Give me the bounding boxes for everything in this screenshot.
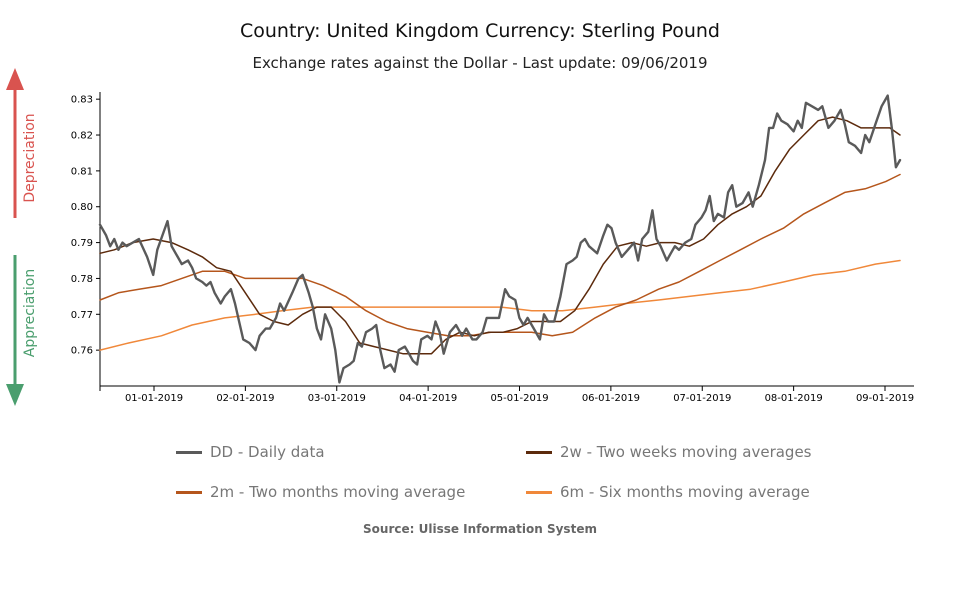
- x-tick-label: 07-01-2019: [673, 393, 731, 404]
- chart-title: Country: United Kingdom Currency: Sterli…: [239, 20, 720, 42]
- y-tick-label: 0.82: [71, 131, 93, 142]
- y-tick-label: 0.80: [71, 202, 93, 213]
- depreciation-arrow-head: [6, 68, 24, 90]
- legend-label-2m: 2m - Two months moving average: [210, 483, 466, 501]
- series-line-6m: [99, 259, 901, 351]
- legend-swatch-daily: [176, 450, 202, 454]
- chart-subtitle: Exchange rates against the Dollar - Last…: [252, 54, 708, 72]
- chart-axes: 0.76 0.77 0.78 0.79 0.80 0.81 0.82 0.83 01-01-20…: [71, 92, 914, 404]
- source-note: Source: Ulisse Information System: [363, 522, 597, 536]
- legend-label-2w: 2w - Two weeks moving averages: [560, 443, 812, 461]
- y-tick-label: 0.79: [71, 238, 93, 249]
- y-tick-label: 0.83: [71, 95, 93, 106]
- depreciation-label: Depreciation: [22, 113, 38, 203]
- series-line-daily: [98, 94, 902, 384]
- series-line-2w: [99, 116, 901, 355]
- y-tick-label: 0.77: [71, 310, 93, 321]
- y-tick-label: 0.78: [71, 274, 93, 285]
- x-tick-label: 08-01-2019: [765, 393, 823, 404]
- y-tick-label: 0.76: [71, 346, 93, 357]
- x-tick-label: 05-01-2019: [490, 393, 548, 404]
- legend-label-6m: 6m - Six months moving average: [560, 483, 810, 501]
- legend-item-2w: 2w - Two weeks moving averages: [526, 443, 812, 461]
- side-arrows: [6, 68, 24, 406]
- x-tick-label: 02-01-2019: [216, 393, 274, 404]
- x-tick-label: 01-01-2019: [125, 393, 183, 404]
- chart-lines: [98, 94, 902, 384]
- legend-swatch-6m: [526, 490, 552, 494]
- legend-label-daily: DD - Daily data: [210, 443, 325, 461]
- x-tick-label: 04-01-2019: [399, 393, 457, 404]
- exchange-rate-chart: 0.76 0.77 0.78 0.79 0.80 0.81 0.82 0.83 01-01-20…: [6, 68, 914, 406]
- appreciation-label: Appreciation: [22, 268, 38, 358]
- legend-item-daily: DD - Daily data: [176, 443, 325, 461]
- x-tick-label: 09-01-2019: [856, 393, 914, 404]
- appreciation-arrow-head: [6, 384, 24, 406]
- y-tick-label: 0.81: [71, 166, 93, 177]
- legend-item-6m: 6m - Six months moving average: [526, 483, 810, 501]
- x-tick-label: 03-01-2019: [308, 393, 366, 404]
- legend-swatch-2m: [176, 490, 202, 494]
- legend-item-2m: 2m - Two months moving average: [176, 483, 465, 501]
- x-tick-label: 06-01-2019: [582, 393, 640, 404]
- legend-swatch-2w: [526, 450, 552, 454]
